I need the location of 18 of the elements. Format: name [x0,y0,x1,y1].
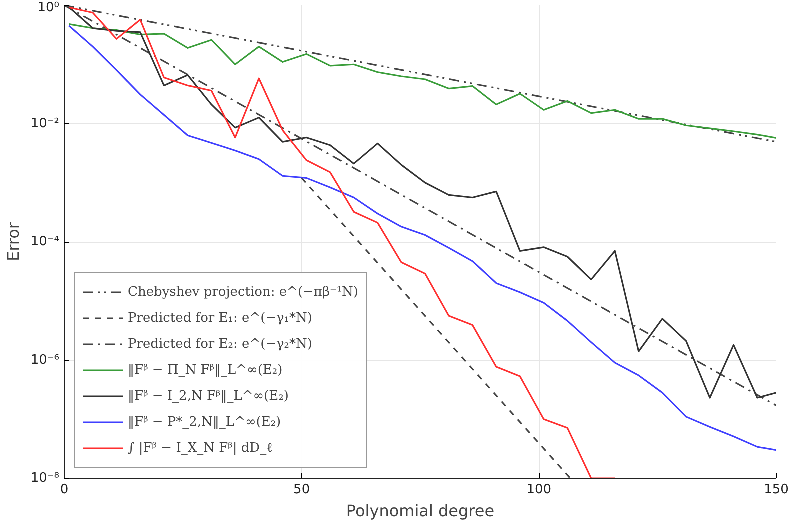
x-tick-label: 50 [294,482,310,498]
legend-label: ‖Fᵝ − Π_N Fᵝ‖_L^∞(E₂) [128,362,283,380]
legend-label: Predicted for E₁: e^(−γ₁*N) [128,310,312,328]
legend-label: Chebyshev projection: e^(−πβ⁻¹N) [128,284,358,302]
y-tick-label: 10⁻⁴ [30,234,60,250]
legend-label: ‖Fᵝ − I_2,N Fᵝ‖_L^∞(E₂) [128,388,289,406]
y-tick-label: 10⁻² [30,116,60,132]
y-axis-title: Error [4,222,23,262]
legend-label: ‖Fᵝ − P*_2,N‖_L^∞(E₂) [128,414,282,432]
y-tick-label: 10⁻⁸ [30,471,60,486]
legend-label: ∫ |Fᵝ − I_X_N Fᵝ| dD_ℓ [128,440,273,458]
x-tick-label: 0 [60,482,69,498]
legend-label: Predicted for E₂: e^(−γ₂*N) [128,336,312,354]
y-tick-label: 10⁻⁶ [30,352,60,368]
y-tick-label: 10⁰ [38,0,60,16]
x-tick-label: 100 [526,482,552,498]
x-tick-label: 150 [764,482,789,498]
x-axis-title: Polynomial degree [346,502,495,520]
